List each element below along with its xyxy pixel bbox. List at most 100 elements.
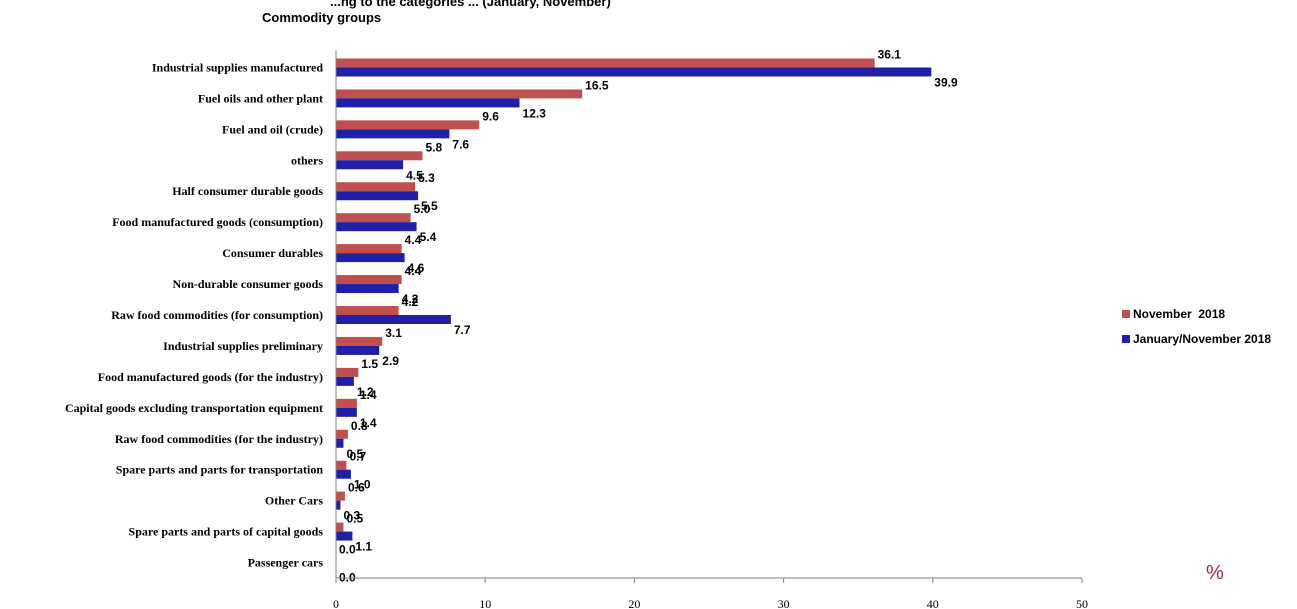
legend-item-november: November 2018 [1122, 306, 1271, 322]
value-label-january-november: 4.6 [408, 261, 425, 275]
category-label: Capital goods excluding transportation e… [65, 401, 323, 415]
chart-title: ...ng to the categories ... (January, No… [330, 0, 611, 9]
category-label: others [291, 153, 323, 167]
bar-november [336, 522, 344, 532]
bar-november [336, 460, 347, 470]
value-label-january-november: 4.5 [406, 168, 423, 182]
value-label-january-november: 4.2 [402, 292, 419, 306]
category-label: Non-durable consumer goods [173, 277, 324, 291]
bar-january-november [336, 345, 380, 355]
bar-january-november [336, 376, 354, 386]
bar-january-november [336, 160, 404, 170]
bar-november [336, 213, 411, 223]
value-label-november: 5.0 [414, 202, 431, 216]
bar-november [336, 491, 345, 501]
bar-january-november [336, 222, 417, 232]
value-label-november: 9.6 [482, 109, 499, 123]
legend-label-november: November 2018 [1133, 307, 1226, 321]
x-tick-label: 40 [927, 597, 939, 609]
bar-january-november [336, 98, 520, 108]
category-label: Spare parts and parts of capital goods [129, 525, 324, 539]
bar-january-november [336, 438, 344, 448]
legend-item-january-november: January/November 2018 [1122, 331, 1271, 347]
x-tick-label: 20 [628, 597, 640, 609]
bar-november [336, 306, 399, 315]
bars-layer [336, 58, 932, 541]
value-label-november: 0.7 [349, 450, 366, 464]
bar-november [336, 89, 583, 99]
value-label-november: 5.8 [426, 140, 443, 154]
value-label-november: 0.0 [339, 543, 356, 557]
category-label: Raw food commodities (for consumption) [111, 308, 323, 322]
bar-november [336, 336, 383, 346]
bar-november [336, 244, 402, 254]
category-label: Half consumer durable goods [172, 184, 323, 198]
value-label-november: 0.6 [348, 481, 365, 495]
x-tick-label: 10 [479, 597, 491, 609]
bar-november [336, 367, 359, 377]
category-label: Other Cars [265, 494, 323, 508]
category-labels-layer: Industrial supplies manufactured Fuel oil… [65, 60, 323, 569]
category-label: Raw food commodities (for the industry) [115, 432, 323, 446]
bar-january-november [336, 407, 357, 417]
value-label-january-november: 7.6 [452, 137, 469, 151]
value-label-november: 4.4 [405, 264, 422, 278]
category-label: Food manufactured goods (consumption) [112, 215, 323, 229]
value-label-january-november: 1.2 [357, 385, 374, 399]
value-label-january-november: 5.5 [421, 199, 438, 213]
value-label-january-november: 5.4 [420, 230, 437, 244]
legend: November 2018 January/November 2018 [1122, 306, 1271, 356]
axes-layer: 0 10 20 30 40 50 [333, 50, 1088, 609]
value-label-november: 16.5 [585, 78, 609, 92]
category-label: Fuel and oil (crude) [222, 122, 323, 136]
bar-november [336, 182, 416, 192]
legend-swatch-january-november [1122, 335, 1130, 343]
value-label-january-november: 0.3 [343, 509, 360, 523]
value-label-november: 0.8 [351, 419, 368, 433]
value-label-january-november: 1.0 [354, 478, 371, 492]
bar-january-november [336, 284, 399, 294]
value-label-january-november: 1.1 [355, 540, 372, 554]
bar-november [336, 275, 402, 285]
category-label: Food manufactured goods (for the industr… [98, 370, 323, 384]
value-label-november: 1.5 [361, 357, 378, 371]
category-label: Consumer durables [222, 246, 323, 260]
unit-label: % [1206, 562, 1224, 584]
category-label: Spare parts and parts for transportation [116, 463, 324, 477]
value-label-november: 3.1 [385, 326, 402, 340]
category-label: Industrial supplies preliminary [163, 339, 323, 353]
bar-january-november [336, 129, 450, 139]
bar-november [336, 429, 348, 439]
category-label: Industrial supplies manufactured [152, 60, 323, 74]
value-label-january-november: 2.9 [382, 354, 399, 368]
bar-january-november [336, 315, 451, 324]
value-label-january-november: 12.3 [523, 106, 547, 120]
x-tick-label: 0 [333, 597, 339, 609]
bar-january-november [336, 531, 353, 541]
bar-november [336, 58, 875, 68]
legend-swatch-november [1122, 310, 1130, 318]
bar-january-november [336, 191, 419, 201]
category-axis-label: Commodity groups [262, 10, 382, 25]
bar-january-november [336, 253, 405, 263]
category-label: Passenger cars [248, 556, 324, 570]
value-label-january-november: 39.9 [934, 75, 958, 89]
x-tick-label: 50 [1076, 597, 1088, 609]
bar-january-november [336, 67, 932, 77]
bar-january-november [336, 469, 351, 479]
category-label: Fuel oils and other plant [198, 91, 323, 105]
value-label-november: 4.2 [402, 295, 419, 309]
value-label-november: 0.5 [346, 512, 363, 526]
bar-november [336, 151, 423, 161]
value-label-january-november: 0.5 [346, 447, 363, 461]
bar-november [336, 120, 480, 130]
value-label-november: 36.1 [878, 47, 902, 61]
bar-november [336, 398, 357, 408]
value-label-november: 4.4 [405, 233, 422, 247]
value-labels-layer: 36.1 39.9 16.5 12.3 9.6 7.6 5.84.55.3 5.55.0 5.4… [339, 47, 958, 584]
bar-january-november [336, 500, 341, 510]
value-label-january-november: 7.7 [454, 323, 471, 337]
value-label-november: 1.4 [360, 388, 377, 402]
